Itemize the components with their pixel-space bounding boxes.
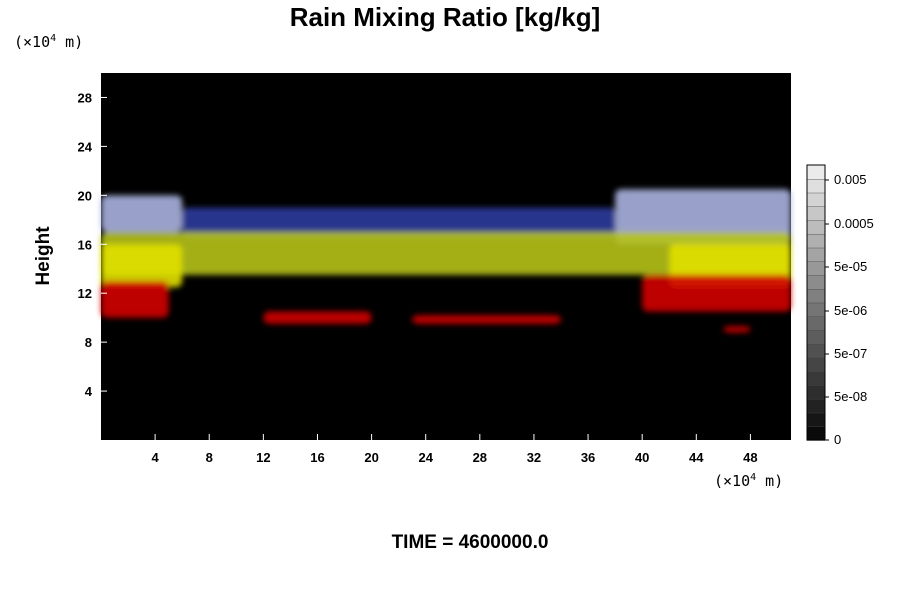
field-region-1-0 <box>182 207 616 239</box>
x-tick-label: 40 <box>635 450 649 465</box>
colorbar-segment <box>806 412 826 427</box>
colorbar: 0.005 0.0005 5e-05 5e-06 5e-07 5e-08 0 <box>806 164 874 447</box>
colorbar-segment <box>806 274 826 290</box>
x-tick-label: 28 <box>473 450 487 465</box>
x-tick-label: 44 <box>689 450 704 465</box>
y-tick-label: 12 <box>78 286 92 301</box>
y-tick-label: 24 <box>78 139 93 154</box>
y-tick-label: 16 <box>78 237 92 252</box>
field-region-0-0 <box>101 195 183 233</box>
colorbar-segment <box>806 219 826 235</box>
colorbar-tick-label: 0 <box>834 432 841 447</box>
x-tick-label: 24 <box>418 450 433 465</box>
colorbar-segment <box>806 357 826 372</box>
field-region-3-0 <box>101 244 183 288</box>
x-tick-label: 12 <box>256 450 270 465</box>
colorbar-segment <box>806 384 826 400</box>
field-region-4-1 <box>642 274 791 312</box>
colorbar-segment <box>806 247 826 262</box>
colorbar-tick-label: 5e-06 <box>834 303 867 318</box>
y-tick-label: 8 <box>85 335 92 350</box>
colorbar-tick-label: 0.005 <box>834 172 867 187</box>
colorbar-segment <box>806 398 826 414</box>
field-region-4-2 <box>263 311 372 324</box>
colorbar-segment <box>806 178 826 194</box>
colorbar-segment <box>806 206 826 221</box>
colorbar-segment <box>806 343 826 359</box>
colorbar-segment <box>806 329 826 345</box>
field-region-4-4 <box>723 326 751 333</box>
colorbar-tick-label: 5e-05 <box>834 259 867 274</box>
colorbar-segment <box>806 426 826 441</box>
y-tick-label: 4 <box>85 384 93 399</box>
x-tick-label: 36 <box>581 450 595 465</box>
colorbar-segment <box>806 316 826 331</box>
field-region-2-0 <box>101 232 791 275</box>
field-region-4-0 <box>101 280 169 318</box>
colorbar-segment <box>806 164 826 180</box>
colorbar-frame <box>806 164 826 441</box>
chart-title: Rain Mixing Ratio [kg/kg] <box>289 2 601 32</box>
colorbar-tick-label: 5e-07 <box>834 346 867 361</box>
colorbar-segment <box>806 371 826 386</box>
colorbar-segment <box>806 261 826 276</box>
x-tick-label: 48 <box>743 450 757 465</box>
colorbar-tick-label: 0.0005 <box>834 216 874 231</box>
field-region-4-3 <box>412 315 561 324</box>
y-axis-unit: (×104 m) <box>14 33 84 51</box>
colorbar-segment <box>806 233 826 249</box>
x-tick-label: 16 <box>310 450 324 465</box>
colorbar-segment <box>806 288 826 304</box>
x-tick-label: 8 <box>206 450 213 465</box>
colorbar-segment <box>806 192 826 207</box>
time-label: TIME = 4600000.0 <box>391 532 549 553</box>
x-tick-label: 32 <box>527 450 541 465</box>
colorbar-segment <box>806 302 826 317</box>
x-axis-unit: (×104 m) <box>714 472 784 490</box>
y-tick-label: 28 <box>78 90 92 105</box>
x-tick-label: 4 <box>152 450 160 465</box>
x-tick-label: 20 <box>364 450 378 465</box>
y-tick-label: 20 <box>78 188 92 203</box>
colorbar-tick-label: 5e-08 <box>834 389 867 404</box>
field-region-0-1 <box>615 189 791 245</box>
